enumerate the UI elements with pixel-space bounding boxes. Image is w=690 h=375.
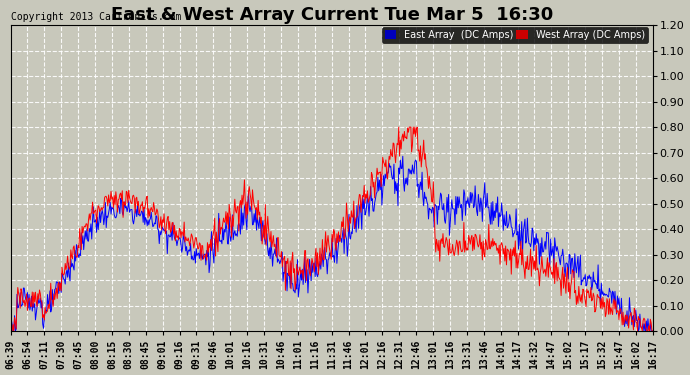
Title: East & West Array Current Tue Mar 5  16:30: East & West Array Current Tue Mar 5 16:3… (110, 6, 553, 24)
Text: Copyright 2013 Cartronics.com: Copyright 2013 Cartronics.com (11, 12, 181, 22)
Legend: East Array  (DC Amps), West Array (DC Amps): East Array (DC Amps), West Array (DC Amp… (382, 27, 648, 43)
